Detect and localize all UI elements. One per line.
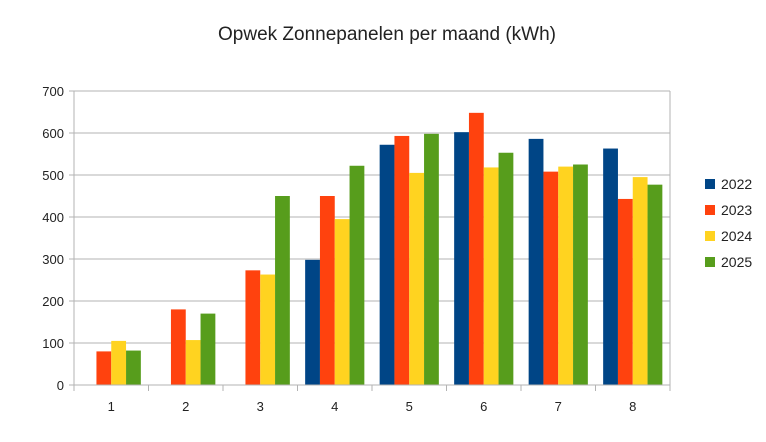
bar-2025-8: [647, 184, 663, 385]
bar-2022-7: [528, 138, 544, 385]
bars: [96, 112, 663, 385]
y-tick-label: 0: [57, 378, 64, 393]
y-tick-labels: 0 100 200 300 400 500 600 700: [42, 84, 64, 393]
bar-2024-6: [483, 167, 499, 385]
bar-2023-8: [617, 198, 633, 385]
bar-2024-3: [260, 274, 276, 385]
bar-2023-1: [96, 351, 112, 385]
x-tick-label: 3: [257, 399, 264, 414]
legend-label-2024: 2024: [721, 228, 752, 244]
x-tick-labels: 1 2 3 4 5 6 7 8: [108, 399, 637, 414]
bar-2025-4: [349, 165, 365, 385]
axes: [73, 91, 671, 391]
bar-2025-2: [200, 313, 216, 385]
bar-2023-7: [543, 171, 559, 385]
legend-swatch-2022: [705, 179, 715, 189]
bar-2022-6: [454, 132, 469, 385]
bar-2025-6: [498, 152, 514, 385]
legend-swatch-2024: [705, 231, 715, 241]
bar-2024-4: [334, 219, 350, 385]
bar-2022-8: [603, 148, 618, 385]
bar-2024-8: [632, 177, 648, 385]
x-tick-label: 8: [629, 399, 636, 414]
bar-2024-7: [558, 166, 574, 385]
legend-swatch-2025: [705, 257, 715, 267]
bar-2025-3: [275, 196, 290, 385]
x-tick-label: 2: [182, 399, 189, 414]
legend-label-2022: 2022: [721, 176, 752, 192]
x-tick-label: 5: [406, 399, 413, 414]
x-tick-label: 6: [480, 399, 487, 414]
x-tick-label: 4: [331, 399, 338, 414]
y-tick-label: 200: [42, 294, 64, 309]
bar-2023-3: [245, 270, 261, 385]
y-tick-label: 100: [42, 336, 64, 351]
x-tick-label: 7: [555, 399, 562, 414]
legend-swatch-2023: [705, 205, 715, 215]
x-tick-label: 1: [108, 399, 115, 414]
legend-label-2023: 2023: [721, 202, 752, 218]
legend: 2022 2023 2024 2025: [705, 176, 752, 270]
bar-2023-2: [170, 309, 186, 385]
bar-2023-4: [319, 196, 335, 385]
bar-2024-2: [185, 340, 201, 385]
y-tick-label: 500: [42, 168, 64, 183]
y-tick-label: 700: [42, 84, 64, 99]
bar-2025-1: [126, 350, 141, 385]
y-tick-label: 400: [42, 210, 64, 225]
bar-2024-5: [409, 172, 425, 385]
legend-label-2025: 2025: [721, 254, 752, 270]
bar-2023-6: [468, 112, 484, 385]
chart-title: Opwek Zonnepanelen per maand (kWh): [218, 24, 556, 45]
bar-2023-5: [394, 135, 410, 385]
bar-2024-1: [111, 340, 127, 385]
bar-2025-5: [424, 133, 439, 385]
bar-2022-5: [379, 144, 395, 385]
y-tick-label: 600: [42, 126, 64, 141]
bar-2025-7: [573, 164, 588, 385]
bar-2022-4: [305, 259, 320, 385]
y-tick-label: 300: [42, 252, 64, 267]
